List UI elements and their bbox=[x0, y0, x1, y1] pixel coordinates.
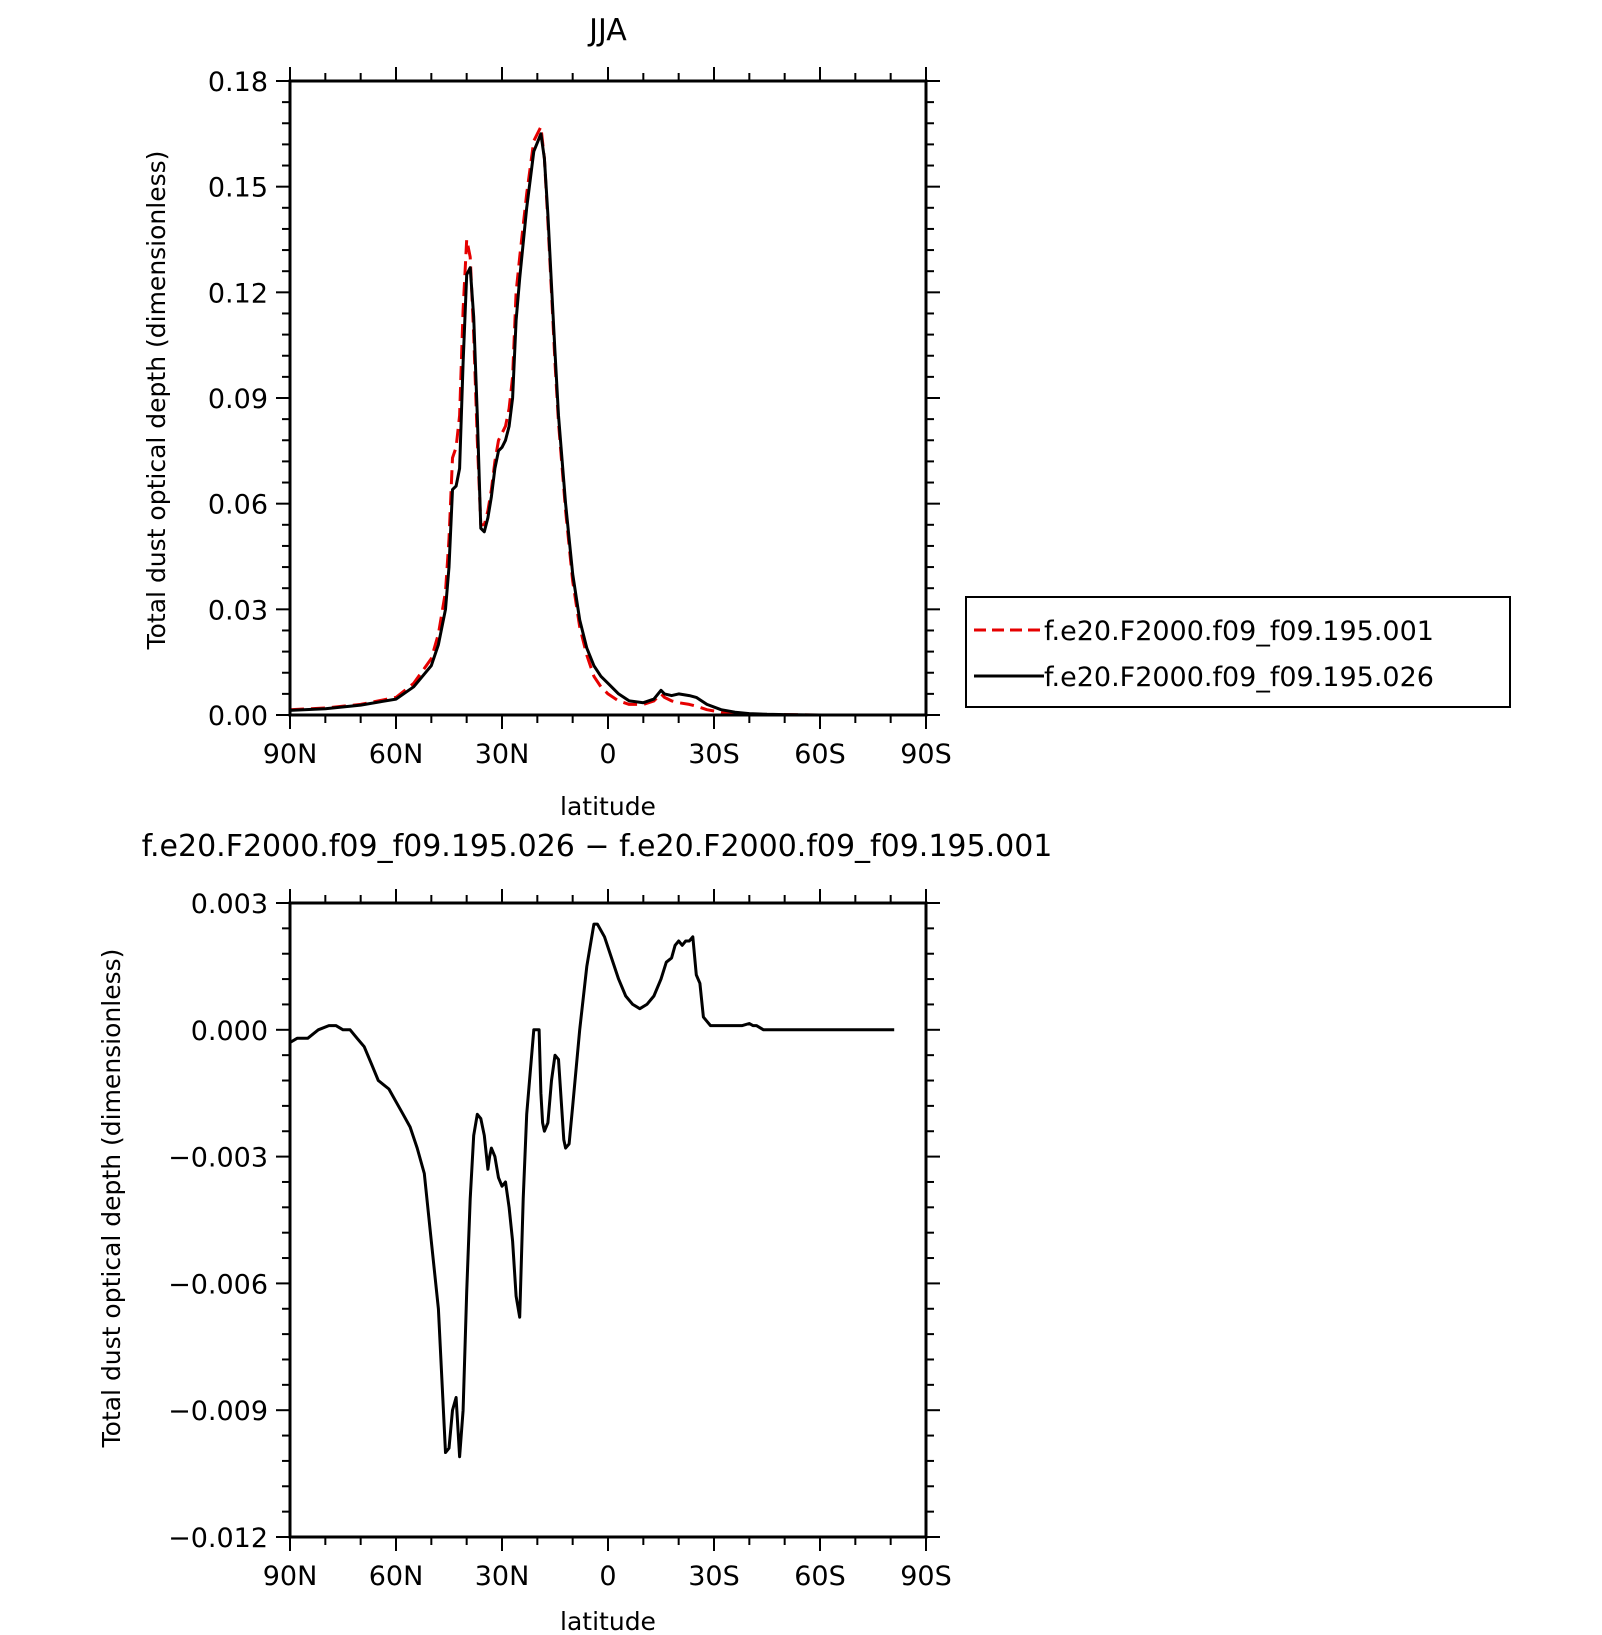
y-axis-label: Total dust optical depth (dimensionless) bbox=[142, 151, 171, 651]
x-tick-label: 30S bbox=[688, 739, 740, 770]
legend-label: f.e20.F2000.f09_f09.195.001 bbox=[1044, 616, 1434, 647]
legend: f.e20.F2000.f09_f09.195.001 f.e20.F2000.… bbox=[965, 596, 1511, 708]
x-axis-label: latitude bbox=[560, 792, 656, 821]
y-tick-label: −0.006 bbox=[168, 1269, 268, 1300]
x-tick-label: 60N bbox=[369, 1561, 424, 1592]
y-tick-label: 0.15 bbox=[208, 173, 268, 204]
series-lines bbox=[289, 922, 895, 1459]
x-tick-label: 90N bbox=[263, 1561, 318, 1592]
x-tick-label: 0 bbox=[599, 1561, 616, 1592]
x-tick-label: 90S bbox=[900, 739, 952, 770]
series-lines bbox=[289, 125, 926, 717]
y-tick-label: 0.003 bbox=[191, 889, 268, 920]
y-tick-label: 0.06 bbox=[208, 490, 268, 521]
legend-label: f.e20.F2000.f09_f09.195.026 bbox=[1044, 662, 1434, 693]
chart-title: f.e20.F2000.f09_f09.195.026 − f.e20.F200… bbox=[142, 829, 1053, 864]
y-tick-label: 0.00 bbox=[208, 701, 268, 732]
chart-title: JJA bbox=[587, 13, 627, 48]
series-line-solid bbox=[289, 922, 895, 1459]
chart-panel-bottom: f.e20.F2000.f09_f09.195.026 − f.e20.F200… bbox=[97, 829, 1052, 1635]
x-tick-label: 60S bbox=[794, 1561, 846, 1592]
tick-labels: 90N 60N 30N 0 30S 60S 90S 0.00 0.03 0.06 0.09 0.12 0… bbox=[208, 67, 952, 770]
plot-frame bbox=[288, 901, 928, 1539]
x-tick-label: 30S bbox=[688, 1561, 740, 1592]
plot-frame bbox=[288, 79, 928, 717]
y-tick-label: 0.03 bbox=[208, 595, 268, 626]
x-tick-label: 90S bbox=[900, 1561, 952, 1592]
x-axis-label: latitude bbox=[560, 1607, 656, 1635]
tick-labels: 90N 60N 30N 0 30S 60S 90S −0.012 −0.009 −0.006 −0.… bbox=[168, 889, 952, 1592]
y-tick-label: −0.003 bbox=[168, 1143, 268, 1174]
x-tick-label: 90N bbox=[263, 739, 318, 770]
y-tick-label: −0.012 bbox=[168, 1523, 268, 1554]
x-tick-label: 60N bbox=[369, 739, 424, 770]
y-tick-label: 0.12 bbox=[208, 278, 268, 309]
y-tick-label: 0.18 bbox=[208, 67, 268, 98]
x-tick-label: 60S bbox=[794, 739, 846, 770]
y-tick-label: 0.000 bbox=[191, 1016, 268, 1047]
y-tick-label: 0.09 bbox=[208, 384, 268, 415]
x-tick-label: 30N bbox=[475, 739, 530, 770]
y-axis-label: Total dust optical depth (dimensionless) bbox=[97, 949, 126, 1449]
chart-panel-top: JJA Total dust optical depth (dimensionl… bbox=[142, 13, 1511, 821]
legend-box bbox=[965, 596, 1511, 708]
series-line-solid bbox=[289, 132, 926, 717]
x-tick-label: 30N bbox=[475, 1561, 530, 1592]
y-tick-label: −0.009 bbox=[168, 1396, 268, 1427]
x-tick-label: 0 bbox=[599, 739, 616, 770]
